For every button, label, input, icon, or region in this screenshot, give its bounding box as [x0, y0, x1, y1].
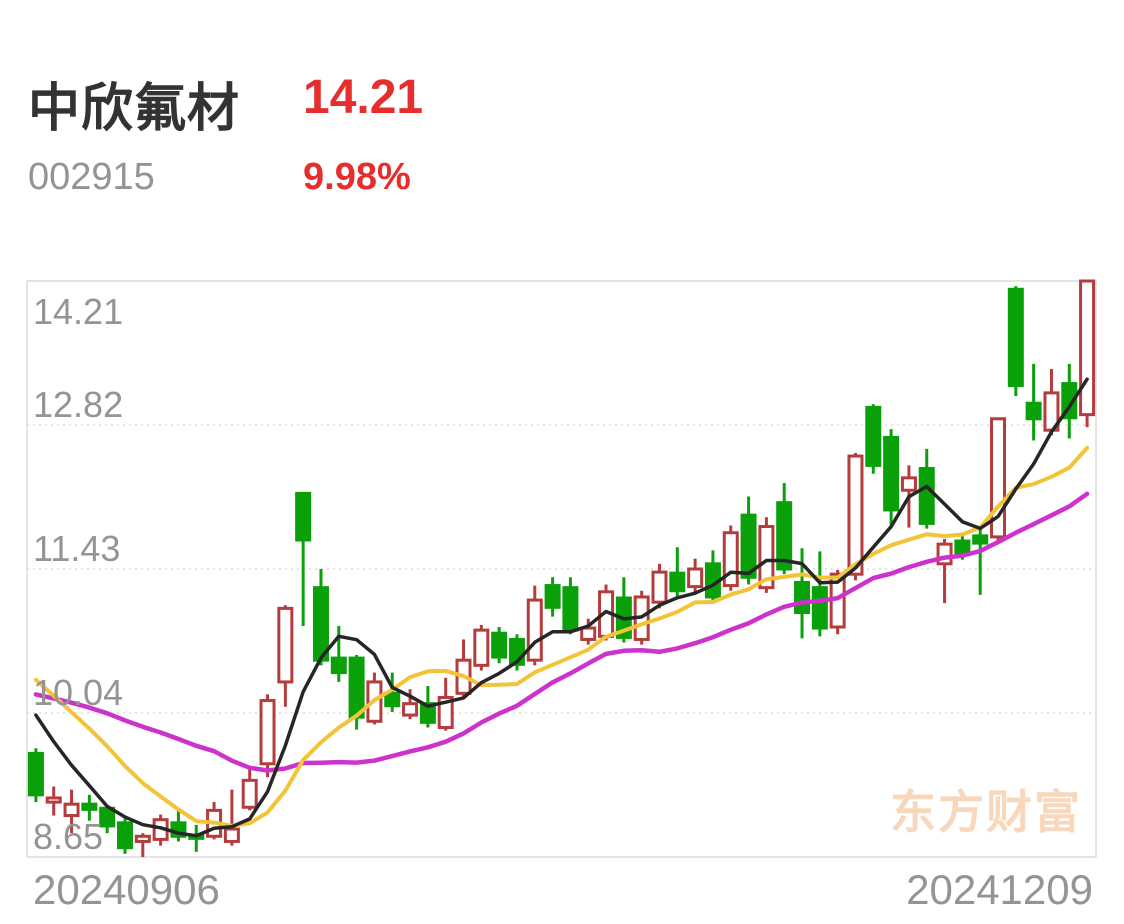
stock-change-percent: 9.98%: [303, 156, 411, 198]
stock-name: 中欣氟材: [28, 80, 241, 138]
candle-body: [277, 606, 294, 684]
candle-body: [811, 586, 828, 630]
candle-body: [330, 656, 347, 675]
watermark: 东方财富: [890, 786, 1082, 838]
candle-body: [81, 802, 98, 811]
y-axis-label: 12.82: [33, 384, 124, 426]
y-axis-label: 11.43: [33, 528, 121, 570]
candle-body: [580, 626, 597, 641]
candle-body: [526, 598, 543, 662]
candle-body: [384, 691, 401, 708]
candle-body: [116, 821, 133, 850]
y-axis-label: 8.65: [33, 816, 104, 858]
candle-body: [312, 586, 329, 662]
candle-body: [1079, 279, 1096, 417]
y-axis-label: 14.21: [33, 291, 124, 332]
candle-body: [1007, 287, 1024, 388]
candle-body: [972, 534, 989, 545]
candle-body: [241, 778, 258, 809]
candle-body: [295, 491, 312, 542]
candle-body: [687, 567, 704, 589]
candle-body: [348, 656, 365, 719]
candle-body: [259, 699, 276, 766]
candle-body: [651, 570, 668, 604]
candle-body: [918, 467, 935, 525]
candle-body: [1025, 401, 1042, 421]
candle-body: [900, 476, 917, 492]
candle-body: [562, 586, 579, 632]
candle-body: [419, 702, 436, 724]
candle-body: [847, 454, 864, 576]
x-axis-label-start: 20240906: [33, 866, 220, 913]
candle-body: [27, 751, 44, 797]
candle-body: [402, 702, 419, 717]
candle-body: [45, 796, 62, 804]
candle-body: [223, 827, 240, 843]
candle-body: [669, 571, 686, 593]
y-axis-label: 10.04: [33, 672, 124, 714]
ma20-line: [33, 491, 1090, 773]
candle-body: [954, 539, 971, 555]
candle-body: [865, 405, 882, 467]
ma10-line: [33, 445, 1090, 828]
stock-code: 002915: [28, 156, 155, 198]
candle-body: [883, 435, 900, 512]
candle-body: [544, 584, 561, 609]
candle-body: [740, 513, 757, 579]
candle-body: [134, 834, 151, 843]
candle-body: [491, 631, 508, 659]
candle-body: [437, 695, 454, 730]
ma5-line: [34, 377, 1089, 838]
candle-body: [794, 580, 811, 615]
candle-body: [758, 525, 775, 590]
stock-price: 14.21: [303, 71, 424, 124]
candle-body: [63, 802, 80, 818]
x-axis-label-end: 20241209: [906, 866, 1093, 913]
candle-body: [776, 501, 793, 571]
candle-body: [473, 628, 490, 667]
